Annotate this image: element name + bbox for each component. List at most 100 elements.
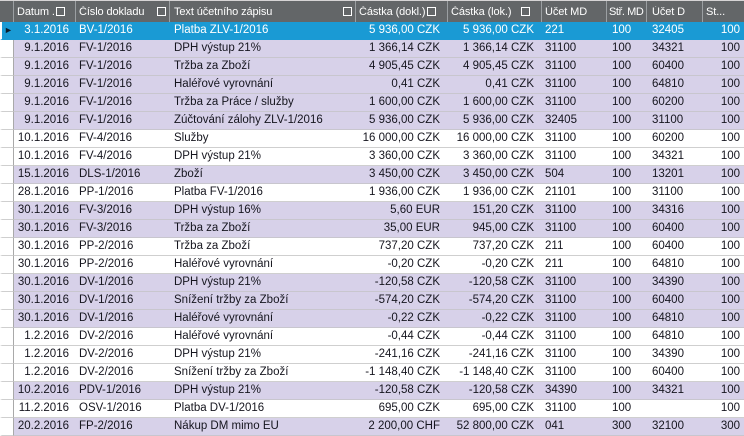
cell-ucet_d: 64810 [647, 256, 703, 274]
cell-castka_lok: -241,16 CZK [448, 346, 542, 364]
table-row[interactable]: 9.1.2016 FV-1/2016 Haléřové vyrovnání 0,41 … [0, 76, 744, 94]
cell-datum: 9.1.2016 [14, 58, 76, 76]
cell-str_d: 100 [703, 382, 744, 400]
table-row[interactable]: 1.2.2016 DV-2/2016 Haléřové vyrovnání -0,44… [0, 328, 744, 346]
cell-castka_lok: 5 936,00 CZK [448, 22, 542, 40]
cell-text: Haléřové vyrovnání [170, 310, 356, 328]
table-row[interactable]: 30.1.2016 PP-2/2016 Haléřové vyrovnání -0,2… [0, 256, 744, 274]
cell-ucet_md: 31100 [542, 202, 607, 220]
table-row[interactable]: 15.1.2016 DLS-1/2016 Zboží 3 450,00 CZK 3 45… [0, 166, 744, 184]
cell-datum: 15.1.2016 [14, 166, 76, 184]
cell-str_d: 100 [703, 22, 744, 40]
cell-datum: 1.2.2016 [14, 364, 76, 382]
cell-text: Platba DV-1/2016 [170, 400, 356, 418]
cell-ucet_d [647, 400, 703, 418]
column-header-ucet_d[interactable]: Účet D [647, 1, 703, 22]
cell-str_md: 100 [607, 328, 647, 346]
cell-ucet_md: 31100 [542, 76, 607, 94]
column-filter-icon[interactable] [56, 7, 65, 16]
cell-datum: 9.1.2016 [14, 40, 76, 58]
column-filter-icon[interactable] [521, 7, 530, 16]
column-header-castka_dokl[interactable]: Částka (dokl.) [356, 1, 448, 22]
cell-ucet_md: 32405 [542, 112, 607, 130]
column-header-label: St... [706, 5, 726, 18]
cell-str_md: 100 [607, 40, 647, 58]
column-header-doklad[interactable]: Číslo dokladu [76, 1, 170, 22]
row-marker-column-header [0, 1, 14, 22]
cell-castka_dokl: 16 000,00 CZK [356, 130, 448, 148]
column-header-ucet_md[interactable]: Účet MD [542, 1, 607, 22]
cell-castka_dokl: 695,00 CZK [356, 400, 448, 418]
cell-datum: 30.1.2016 [14, 238, 76, 256]
cell-castka_lok: -1 148,40 CZK [448, 364, 542, 382]
cell-doklad: DV-1/2016 [76, 274, 170, 292]
table-row[interactable]: ► 3.1.2016 BV-1/2016 Platba ZLV-1/2016 5 936… [0, 22, 744, 40]
cell-str_d: 100 [703, 364, 744, 382]
cell-ucet_d: 64810 [647, 310, 703, 328]
cell-ucet_md: 211 [542, 238, 607, 256]
table-row[interactable]: 10.2.2016 PDV-1/2016 DPH výstup 21% -120,58… [0, 382, 744, 400]
table-row[interactable]: 28.1.2016 PP-1/2016 Platba FV-1/2016 1 936,… [0, 184, 744, 202]
column-header-str_md[interactable]: Stř. MD [607, 1, 647, 22]
table-row[interactable]: 30.1.2016 DV-1/2016 Haléřové vyrovnání -0,2… [0, 310, 744, 328]
row-marker [0, 364, 14, 382]
row-marker [0, 166, 14, 184]
cell-ucet_d: 60200 [647, 94, 703, 112]
cell-str_md: 100 [607, 202, 647, 220]
cell-doklad: FV-1/2016 [76, 112, 170, 130]
cell-castka_dokl: -574,20 CZK [356, 292, 448, 310]
cell-castka_dokl: 35,00 EUR [356, 220, 448, 238]
cell-text: Tržba za Zboží [170, 220, 356, 238]
column-header-str_d[interactable]: St... [703, 1, 744, 22]
cell-datum: 9.1.2016 [14, 112, 76, 130]
table-row[interactable]: 9.1.2016 FV-1/2016 Tržba za Práce / služby… [0, 94, 744, 112]
row-marker [0, 220, 14, 238]
cell-doklad: BV-1/2016 [76, 22, 170, 40]
column-filter-icon[interactable] [343, 7, 352, 16]
cell-ucet_md: 31100 [542, 220, 607, 238]
row-marker [0, 256, 14, 274]
table-row[interactable]: 30.1.2016 DV-1/2016 Snížení tržby za Zboží… [0, 292, 744, 310]
cell-doklad: FV-1/2016 [76, 94, 170, 112]
column-header-label: Částka (lok.) [451, 5, 512, 18]
cell-text: Snížení tržby za Zboží [170, 292, 356, 310]
row-marker [0, 94, 14, 112]
column-header-text[interactable]: Text účetního zápisu [170, 1, 356, 22]
table-row[interactable]: 9.1.2016 FV-1/2016 Tržba za Zboží 4 905,45 … [0, 58, 744, 76]
cell-datum: 30.1.2016 [14, 202, 76, 220]
cell-doklad: DV-2/2016 [76, 328, 170, 346]
cell-datum: 9.1.2016 [14, 94, 76, 112]
table-row[interactable]: 10.1.2016 FV-4/2016 Služby 16 000,00 CZK 16 … [0, 130, 744, 148]
table-row[interactable]: 30.1.2016 FV-3/2016 Tržba za Zboží 35,00 EU… [0, 220, 744, 238]
cell-castka_lok: 1 600,00 CZK [448, 94, 542, 112]
table-row[interactable]: 10.1.2016 FV-4/2016 DPH výstup 21% 3 360,00… [0, 148, 744, 166]
table-row[interactable]: 11.2.2016 OSV-1/2016 Platba DV-1/2016 695,0… [0, 400, 744, 418]
cell-datum: 30.1.2016 [14, 256, 76, 274]
column-header-datum[interactable]: Datum ... [14, 1, 76, 22]
table-row[interactable]: 9.1.2016 FV-1/2016 Zúčtování zálohy ZLV-1/… [0, 112, 744, 130]
column-filter-icon[interactable] [427, 7, 436, 16]
table-row[interactable]: 30.1.2016 PP-2/2016 Tržba za Zboží 737,20 C… [0, 238, 744, 256]
table-row[interactable]: 30.1.2016 DV-1/2016 DPH výstup 21% -120,58 … [0, 274, 744, 292]
table-row[interactable]: 1.2.2016 DV-2/2016 DPH výstup 21% -241,16 C… [0, 346, 744, 364]
column-header-label: Účet D [652, 5, 686, 18]
cell-str_d: 300 [703, 418, 744, 436]
column-header-castka_lok[interactable]: Částka (lok.) [448, 1, 542, 22]
cell-castka_dokl: 5,60 EUR [356, 202, 448, 220]
cell-doklad: FV-1/2016 [76, 76, 170, 94]
table-row[interactable]: 1.2.2016 DV-2/2016 Snížení tržby za Zboží -… [0, 364, 744, 382]
row-marker [0, 148, 14, 166]
table-row[interactable]: 20.2.2016 FP-2/2016 Nákup DM mimo EU 2 200,… [0, 418, 744, 436]
cell-datum: 20.2.2016 [14, 418, 76, 436]
cell-ucet_d: 13201 [647, 166, 703, 184]
row-marker [0, 328, 14, 346]
cell-str_md: 100 [607, 346, 647, 364]
table-row[interactable]: 9.1.2016 FV-1/2016 DPH výstup 21% 1 366,14 … [0, 40, 744, 58]
row-marker [0, 346, 14, 364]
table-row[interactable]: 30.1.2016 FV-3/2016 DPH výstup 16% 5,60 EUR… [0, 202, 744, 220]
column-filter-icon[interactable] [157, 7, 166, 16]
row-marker [0, 130, 14, 148]
cell-text: Zúčtování zálohy ZLV-1/2016 [170, 112, 356, 130]
cell-datum: 10.2.2016 [14, 382, 76, 400]
